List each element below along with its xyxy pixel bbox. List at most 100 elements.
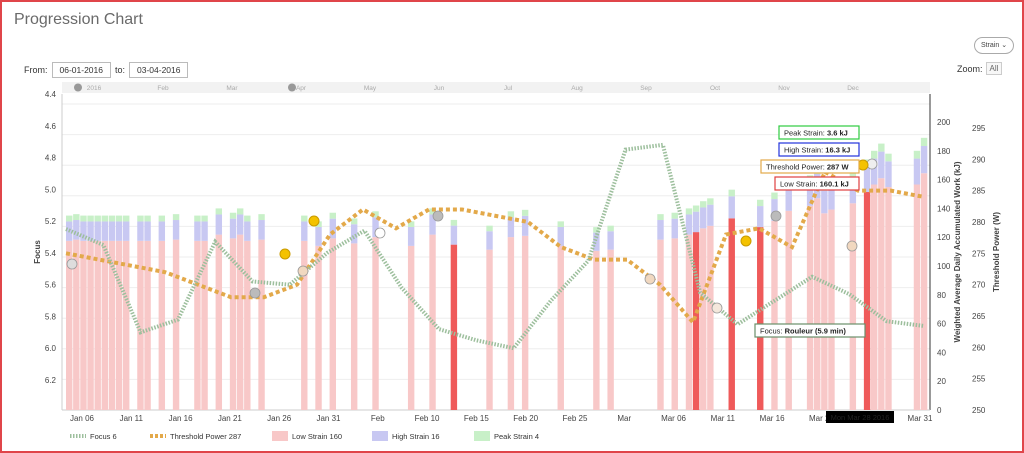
bar-high-strain [920, 146, 928, 174]
bar-low-strain [450, 244, 458, 410]
series-marker [432, 210, 444, 222]
bar-high-strain [828, 186, 835, 210]
bar-high-strain [315, 227, 322, 246]
series-marker [711, 302, 723, 314]
zoom-all-button[interactable]: All [985, 62, 1003, 75]
bar-peak-strain [372, 211, 379, 218]
bar-high-strain [144, 221, 151, 241]
navigator-right-handle [288, 83, 296, 92]
bar-low-strain [329, 238, 336, 410]
left-axis-tick: 4.8 [45, 154, 57, 163]
navigator-label: Nov [778, 85, 790, 92]
x-axis-tick: Mar 21 [809, 414, 834, 423]
bar-high-strain [607, 231, 614, 250]
right-axis-1-tick: 40 [937, 348, 946, 357]
bar-high-strain [87, 221, 94, 241]
bar-peak-strain [593, 227, 600, 233]
bar-peak-strain [87, 215, 94, 222]
bar-high-strain [863, 166, 871, 193]
left-axis-tick: 5.8 [45, 312, 57, 321]
bar-high-strain [757, 206, 764, 228]
bar-high-strain [194, 221, 201, 241]
tooltip-high-strain-value: 16.3 kJ [825, 146, 850, 155]
bar-high-strain [301, 221, 308, 241]
bar-low-strain [685, 234, 693, 410]
bar-high-strain [657, 220, 664, 240]
bar-low-strain [814, 198, 821, 410]
bar-high-strain [771, 199, 778, 221]
x-axis-tick: Feb [371, 414, 385, 423]
bar-peak-strain [108, 215, 116, 222]
bar-peak-strain [700, 201, 707, 208]
strain-dropdown-button[interactable]: Strain ⌄ [974, 37, 1014, 54]
bar-peak-strain [144, 215, 151, 222]
low-strain-legend-swatch [272, 431, 288, 441]
bar-peak-strain [757, 199, 764, 207]
tooltip-peak-strain-text: Peak Strain: 3.6 kJ [784, 129, 848, 138]
tooltip-focus-box [754, 323, 866, 338]
bar-low-strain [806, 205, 814, 410]
bar-high-strain [707, 204, 714, 226]
bar-low-strain [863, 192, 871, 410]
left-axis-tick: 6.0 [45, 344, 57, 353]
bar-peak-strain [315, 221, 322, 228]
bar-low-strain [521, 235, 529, 410]
bar-peak-strain [657, 214, 664, 221]
bar-high-strain [244, 221, 251, 241]
bar-peak-strain [692, 205, 700, 212]
bar-high-strain [201, 221, 208, 241]
right-axis-2-tick: 260 [972, 343, 986, 352]
from-date-input[interactable]: 06-01-2016 [51, 62, 111, 78]
bar-low-strain [785, 210, 792, 410]
x-axis-tick: Feb 15 [464, 414, 489, 423]
x-axis-tick: Jan 26 [267, 414, 292, 423]
bar-peak-strain [122, 215, 130, 222]
right-axis-2-tick: 285 [972, 187, 986, 196]
bar-low-strain [885, 187, 892, 410]
bar-peak-strain [115, 215, 123, 222]
x-axis-tick: Feb 10 [415, 414, 440, 423]
bar-high-strain [122, 221, 130, 241]
bar-high-strain [350, 224, 358, 244]
bar-peak-strain [229, 212, 237, 219]
right-axis-2-tick: 295 [972, 124, 986, 133]
bar-peak-strain [194, 215, 201, 222]
bar-low-strain [94, 240, 101, 410]
tooltip-focus-value: Rouleur (5.9 min) [785, 327, 847, 336]
bar-peak-strain [172, 214, 180, 221]
right-axis-1-tick: 140 [937, 204, 951, 213]
bar-high-strain [115, 221, 123, 241]
bar-low-strain [486, 249, 493, 410]
tooltip-threshold-power-box [760, 159, 860, 174]
bar-peak-strain [137, 215, 144, 222]
x-axis-tick: Jan 16 [169, 414, 194, 423]
bar-high-strain [137, 221, 144, 241]
bar-low-strain [728, 218, 735, 410]
bar-peak-strain [301, 215, 308, 222]
tooltip-peak-strain-box [778, 125, 860, 140]
tooltip-peak-strain-value: 3.6 kJ [827, 129, 848, 138]
date-badge: Mon Mar 28 2016 [831, 413, 890, 422]
bar-low-strain [144, 240, 151, 410]
bar-peak-strain [849, 172, 857, 180]
tooltip-threshold-power-text: Threshold Power: 287 W [766, 163, 849, 172]
navigator-label: Jul [504, 85, 513, 92]
tooltip-high-strain-label: High Strain: [784, 146, 825, 155]
bar-peak-strain [94, 215, 101, 222]
bar-high-strain [486, 231, 493, 250]
tooltip-focus-label: Focus: [760, 327, 785, 336]
bar-high-strain [258, 220, 265, 240]
from-label: From: [24, 65, 48, 75]
bar-high-strain [429, 214, 436, 235]
bar-high-strain [913, 158, 921, 185]
bar-high-strain [80, 221, 87, 241]
x-axis-tick: Feb 20 [513, 414, 538, 423]
right-axis-2-tick: 290 [972, 155, 986, 164]
bar-high-strain [878, 151, 885, 179]
right-axis-1-tick: 0 [937, 406, 942, 415]
bar-low-strain [236, 234, 244, 410]
to-date-input[interactable]: 03-04-2016 [129, 62, 189, 78]
bar-high-strain [372, 217, 379, 238]
bar-high-strain [450, 225, 458, 245]
bar-peak-strain [258, 214, 265, 221]
